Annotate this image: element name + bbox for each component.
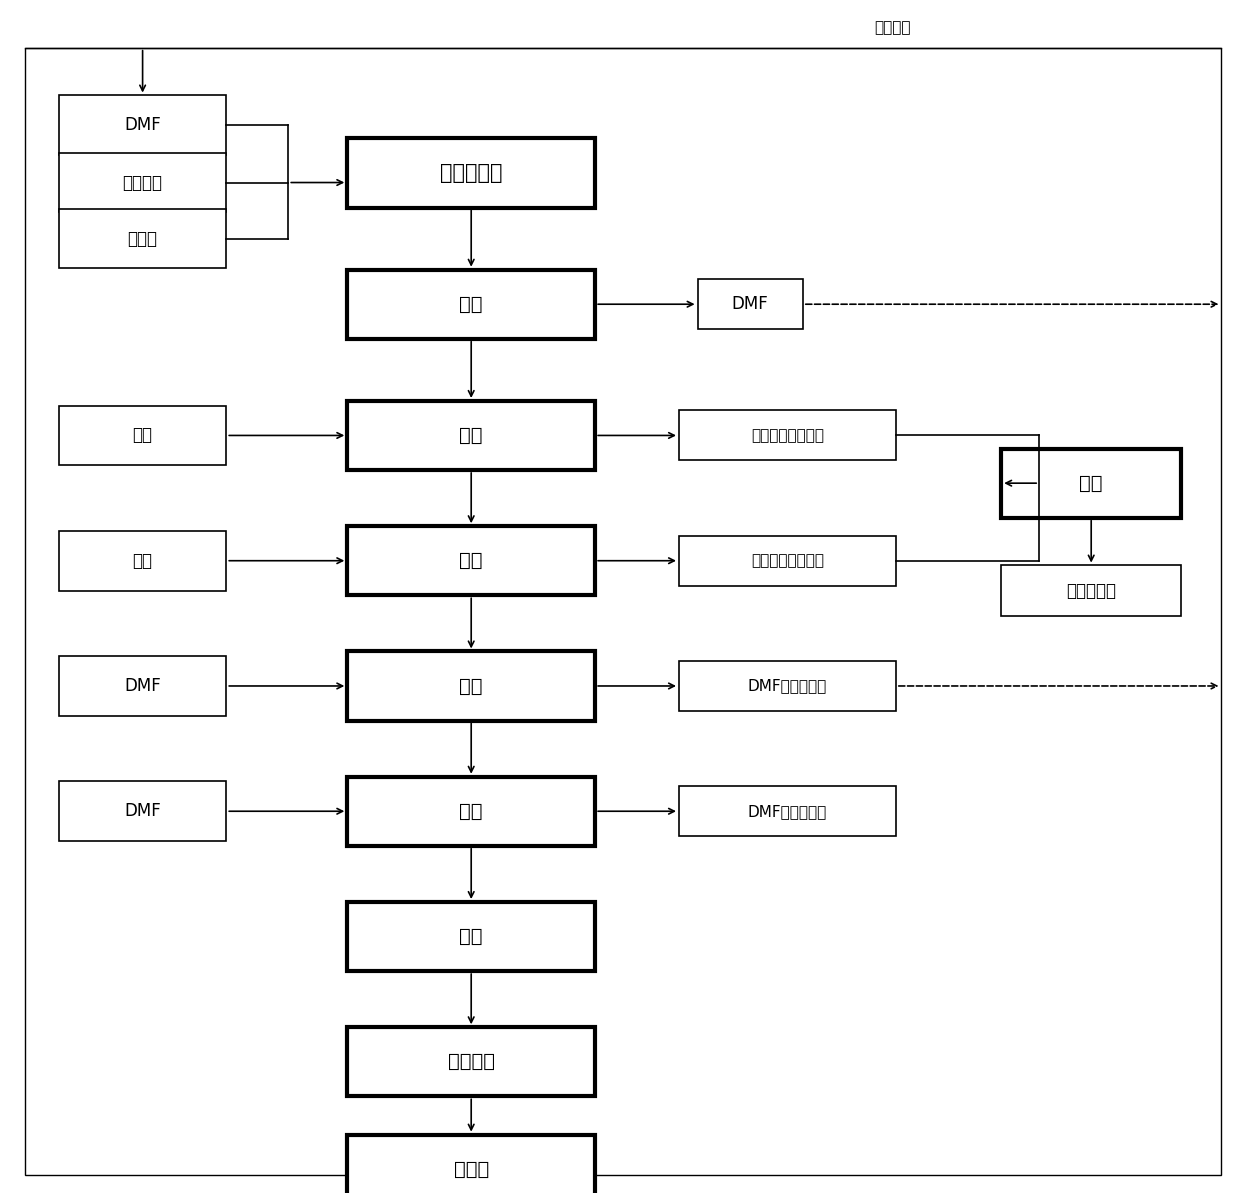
Bar [1002, 565, 1180, 616]
Text: DMF: DMF [732, 295, 769, 314]
Text: DMF: DMF [124, 676, 161, 696]
Text: 过滤: 过滤 [460, 802, 482, 821]
Text: 过滤: 过滤 [460, 551, 482, 570]
Bar [347, 651, 595, 721]
Bar [347, 902, 595, 971]
Text: DMF: DMF [124, 116, 161, 135]
Text: 溴化钾: 溴化钾 [454, 1160, 489, 1179]
Bar [680, 410, 895, 460]
Bar [60, 209, 226, 268]
Text: DMF、三氮唑钾: DMF、三氮唑钾 [748, 804, 827, 818]
Text: 过滤: 过滤 [460, 676, 482, 696]
Bar [680, 661, 895, 711]
Bar [697, 279, 804, 329]
Bar [347, 270, 595, 339]
Bar [60, 95, 226, 155]
Bar [60, 656, 226, 716]
Bar [347, 401, 595, 470]
Bar [680, 536, 895, 586]
Bar [60, 781, 226, 841]
Text: 甲苯、丙环唑粗品: 甲苯、丙环唑粗品 [751, 428, 823, 443]
Text: DMF: DMF [124, 802, 161, 821]
Text: 甲苯、丙环唑粗品: 甲苯、丙环唑粗品 [751, 554, 823, 568]
Bar [347, 1135, 595, 1193]
Bar [60, 531, 226, 591]
Bar [60, 406, 226, 465]
Text: 脱溶: 脱溶 [1080, 474, 1102, 493]
Text: 循环套用: 循环套用 [874, 20, 911, 35]
Bar [60, 153, 226, 212]
Text: 甲苯: 甲苯 [133, 426, 153, 445]
Text: 脱溶: 脱溶 [460, 295, 482, 314]
Text: 丙环唑粗品: 丙环唑粗品 [1066, 581, 1116, 600]
Bar [1002, 449, 1180, 518]
Text: 过滤: 过滤 [460, 426, 482, 445]
Bar [347, 1027, 595, 1096]
Bar [347, 526, 595, 595]
Text: DMF、三氮唑钾: DMF、三氮唑钾 [748, 679, 827, 693]
Text: 丙环唑合成: 丙环唑合成 [440, 163, 502, 183]
Bar [680, 786, 895, 836]
Bar [347, 777, 595, 846]
Text: 三氮唑钾: 三氮唑钾 [123, 173, 162, 192]
Text: 干燥: 干燥 [460, 927, 482, 946]
Bar [347, 138, 595, 208]
Text: 高温煅烧: 高温煅烧 [448, 1052, 495, 1071]
Text: 溴化物: 溴化物 [128, 229, 157, 248]
Text: 甲苯: 甲苯 [133, 551, 153, 570]
